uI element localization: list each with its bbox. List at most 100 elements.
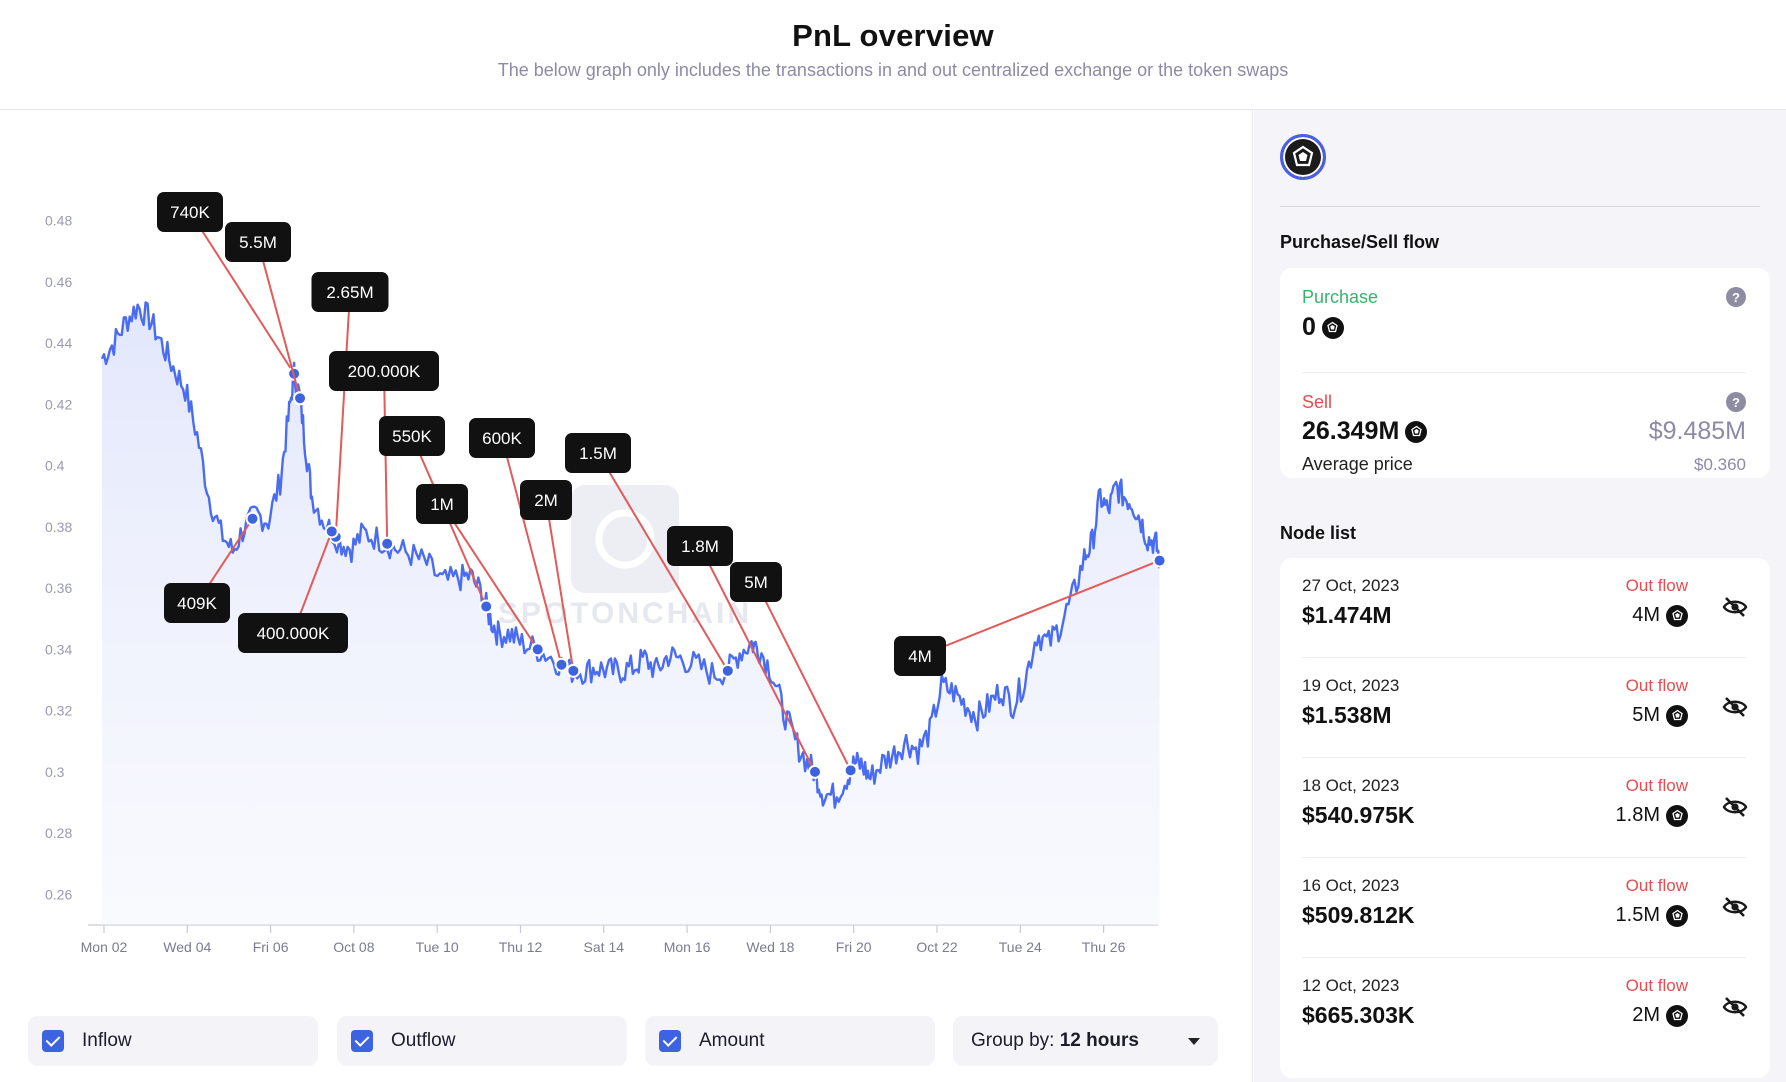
callout-line	[545, 499, 575, 671]
y-tick-label: 0.44	[45, 335, 72, 351]
amount-checkbox[interactable]	[659, 1030, 681, 1052]
marker-dot[interactable]	[720, 663, 735, 678]
marker-label-box[interactable]	[469, 418, 535, 458]
help-icon[interactable]: ?	[1726, 392, 1746, 412]
marker-dot[interactable]	[843, 763, 858, 778]
page-header: PnL overview The below graph only includ…	[0, 0, 1786, 110]
marker-dot[interactable]	[293, 391, 308, 406]
x-tick-label: Oct 08	[333, 939, 374, 955]
marker-label-box[interactable]	[164, 583, 230, 623]
marker-label-box[interactable]	[238, 613, 348, 653]
purchase-sell-card: Purchase ? 0 Sell ? 26.349M $9.485M Aver…	[1280, 268, 1770, 478]
group-by-value: 12 hours	[1059, 1030, 1139, 1051]
callout-line	[501, 437, 563, 665]
node-flow: Out flow	[1625, 976, 1688, 995]
x-tick-label: Tue 24	[999, 939, 1042, 955]
node-row[interactable]: 19 Oct, 2023 $1.538M Out flow 5M	[1280, 658, 1770, 758]
marker-dot[interactable]	[245, 511, 260, 526]
x-tick-label: Tue 10	[416, 939, 459, 955]
node-flow: Out flow	[1625, 576, 1688, 595]
outflow-checkbox[interactable]	[351, 1030, 373, 1052]
marker-label-box[interactable]	[520, 480, 572, 520]
marker-label: 600K	[482, 429, 522, 448]
marker-dot[interactable]	[380, 536, 395, 551]
pnl-chart[interactable]: SPOTONCHAIN 0.48 0.46 0.44 0.42 0.4 0.38 0.36 0.…	[0, 110, 1253, 1000]
marker-label: 740K	[170, 203, 210, 222]
marker-label-box[interactable]	[565, 433, 631, 473]
token-icon	[1666, 904, 1688, 927]
marker-label-box[interactable]	[667, 526, 733, 566]
divider	[1302, 957, 1746, 958]
marker-label: 400.000K	[257, 624, 330, 643]
eye-off-icon[interactable]	[1722, 596, 1748, 618]
marker-label-box[interactable]	[311, 272, 389, 312]
series-line	[100, 301, 1161, 809]
node-row[interactable]: 27 Oct, 2023 $1.474M Out flow 4M	[1280, 558, 1770, 658]
marker-label-box[interactable]	[894, 636, 946, 676]
callout-line	[597, 452, 729, 672]
y-tick-label: 0.4	[45, 458, 65, 474]
group-by-select[interactable]: Group by: 12 hours	[953, 1016, 1218, 1066]
node-tokens: 1.5M	[1616, 904, 1688, 927]
node-row[interactable]: 18 Oct, 2023 $540.975K Out flow 1.8M	[1280, 758, 1770, 858]
marker-dot[interactable]	[1152, 553, 1167, 568]
marker-dot[interactable]	[554, 657, 569, 672]
help-icon[interactable]: ?	[1726, 287, 1746, 307]
purchase-value: 0	[1302, 313, 1344, 342]
callout-line	[699, 545, 816, 773]
marker-dot[interactable]	[807, 764, 822, 779]
x-tick-label: Mon 02	[81, 939, 128, 955]
marker-label: 1M	[430, 495, 454, 514]
group-by-text: Group by: 12 hours	[971, 1030, 1139, 1052]
sell-label: Sell	[1302, 392, 1333, 412]
node-tokens: 2M	[1632, 1004, 1688, 1027]
node-token-amount: 1.5M	[1615, 904, 1660, 926]
token-icon	[1666, 604, 1688, 627]
marker-label: 409K	[177, 594, 217, 613]
eye-off-icon[interactable]	[1722, 696, 1748, 718]
eye-off-icon[interactable]	[1722, 896, 1748, 918]
marker-dot[interactable]	[324, 524, 339, 539]
token-icon	[1666, 804, 1688, 827]
node-amount: $1.474M	[1302, 602, 1392, 628]
marker-label: 2.65M	[326, 283, 373, 302]
chart-controls: Inflow Outflow Amount Group by: 12 hours	[0, 1008, 1253, 1068]
inflow-toggle[interactable]: Inflow	[28, 1016, 318, 1066]
y-tick-label: 0.42	[45, 396, 72, 412]
token-icon	[1405, 420, 1428, 443]
marker-label-box[interactable]	[730, 562, 782, 602]
marker-label-box[interactable]	[225, 222, 291, 262]
marker-dot[interactable]	[530, 642, 545, 657]
y-tick-label: 0.26	[45, 886, 72, 902]
y-tick-label: 0.32	[45, 703, 72, 719]
token-icon	[1321, 316, 1344, 339]
marker-label: 4M	[908, 647, 932, 666]
inflow-checkbox[interactable]	[42, 1030, 64, 1052]
node-token-amount: 2M	[1632, 1004, 1660, 1026]
x-tick-label: Mon 16	[664, 939, 711, 955]
node-row[interactable]: 12 Oct, 2023 $665.303K Out flow 2M	[1280, 958, 1770, 1058]
purchase-sell-title: Purchase/Sell flow	[1280, 232, 1440, 252]
amount-toggle[interactable]: Amount	[645, 1016, 935, 1066]
callout-line	[257, 241, 302, 399]
marker-label-box[interactable]	[379, 416, 445, 456]
eye-off-icon[interactable]	[1722, 796, 1748, 818]
eye-off-icon[interactable]	[1722, 996, 1748, 1018]
marker-dot[interactable]	[566, 663, 581, 678]
x-tick-label: Thu 26	[1082, 939, 1126, 955]
chevron-down-icon	[1188, 1037, 1200, 1045]
node-tokens: 4M	[1632, 604, 1688, 627]
marker-label-box[interactable]	[416, 484, 468, 524]
node-amount: $665.303K	[1302, 1002, 1415, 1028]
marker-dot[interactable]	[479, 599, 494, 614]
marker-label-box[interactable]	[157, 192, 223, 232]
outflow-toggle[interactable]: Outflow	[337, 1016, 627, 1066]
marker-label-box[interactable]	[329, 351, 439, 391]
node-list: 27 Oct, 2023 $1.474M Out flow 4M 19 Oct, 202…	[1280, 558, 1770, 1078]
callout-line	[919, 559, 1160, 657]
watermark-logo-ring	[595, 509, 655, 569]
y-tick-label: 0.38	[45, 519, 72, 535]
node-row[interactable]: 16 Oct, 2023 $509.812K Out flow 1.5M	[1280, 858, 1770, 958]
y-tick-label: 0.28	[45, 825, 72, 841]
marker-label: 5M	[744, 573, 768, 592]
